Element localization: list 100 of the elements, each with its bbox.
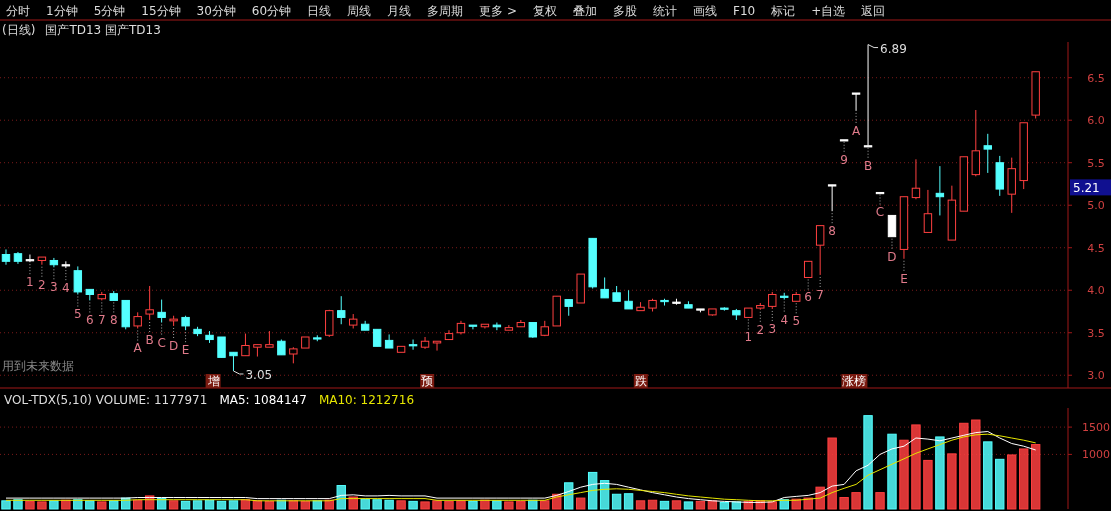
bar bbox=[192, 500, 203, 510]
text: 分时 bbox=[6, 4, 30, 18]
text: D bbox=[887, 249, 897, 264]
text: 9 bbox=[840, 152, 848, 167]
chart-title: VOL-TDX(5,10) VOLUME: 1177971 bbox=[4, 393, 208, 407]
text: 月线 bbox=[387, 4, 412, 18]
annotation: 6.89 bbox=[880, 41, 907, 56]
bar bbox=[1, 500, 11, 510]
bar bbox=[659, 500, 670, 510]
y-tick-label: 6.0 bbox=[1087, 114, 1105, 128]
bar bbox=[288, 500, 299, 510]
text: 2 bbox=[756, 322, 765, 337]
chart-title: (日线) bbox=[2, 23, 36, 37]
bar bbox=[204, 499, 215, 510]
bar bbox=[97, 501, 107, 510]
text: 6 bbox=[85, 313, 94, 328]
bar bbox=[671, 500, 682, 510]
bar bbox=[923, 459, 933, 510]
bar bbox=[983, 441, 993, 510]
bar bbox=[887, 433, 897, 510]
text: C bbox=[157, 335, 166, 350]
text: 3 bbox=[50, 280, 58, 295]
bar bbox=[180, 500, 191, 510]
annotation: 预 bbox=[421, 374, 434, 388]
bar bbox=[168, 500, 179, 510]
bar bbox=[719, 501, 730, 510]
y-tick-label: 5.0 bbox=[1087, 199, 1105, 213]
text: 1 bbox=[744, 330, 753, 345]
text: F10 bbox=[733, 4, 756, 18]
bar bbox=[899, 439, 909, 510]
bar bbox=[635, 500, 646, 510]
bar bbox=[432, 500, 442, 510]
text: MA5: 1084147 bbox=[219, 393, 307, 407]
bar bbox=[252, 500, 263, 510]
bar bbox=[228, 500, 239, 510]
text: 5分钟 bbox=[93, 4, 126, 18]
bar bbox=[25, 500, 35, 510]
bar bbox=[995, 458, 1005, 510]
text: 8 bbox=[828, 224, 836, 239]
bar bbox=[647, 499, 658, 510]
bar bbox=[133, 499, 143, 510]
text: 1分钟 bbox=[46, 4, 78, 18]
text: A bbox=[851, 123, 861, 138]
text: 叠加 bbox=[573, 4, 597, 18]
bar bbox=[1030, 444, 1041, 510]
text: 1 bbox=[26, 275, 34, 290]
bar bbox=[492, 500, 502, 510]
text: 更多 > bbox=[479, 4, 517, 18]
bar bbox=[611, 493, 622, 510]
bar bbox=[13, 499, 23, 510]
bar bbox=[504, 501, 514, 510]
bar bbox=[372, 499, 382, 510]
y-tick-label: 3.5 bbox=[1087, 326, 1105, 340]
bar bbox=[216, 500, 227, 510]
bar bbox=[875, 492, 885, 510]
annotation: 涨榜 bbox=[842, 374, 867, 388]
bar bbox=[623, 493, 634, 510]
text: 5.21 bbox=[1073, 181, 1100, 196]
bar bbox=[109, 500, 119, 510]
y-tick-label: 1000 bbox=[1082, 448, 1110, 462]
text: 多股 bbox=[613, 4, 637, 18]
bar bbox=[779, 499, 789, 510]
text: +自选 bbox=[811, 4, 846, 18]
text: 7 bbox=[816, 287, 824, 302]
annotation: 用到未来数据 bbox=[2, 359, 74, 373]
text: 周线 bbox=[347, 4, 372, 18]
text: D bbox=[168, 338, 179, 353]
bar bbox=[911, 424, 921, 510]
bar bbox=[73, 499, 83, 510]
bar bbox=[396, 500, 406, 510]
text: 多周期 bbox=[427, 4, 464, 18]
bar bbox=[408, 500, 418, 510]
text: B bbox=[145, 332, 154, 347]
bar bbox=[971, 419, 981, 510]
bar bbox=[384, 499, 394, 510]
bar bbox=[85, 500, 95, 510]
bar bbox=[1007, 454, 1017, 510]
bar bbox=[456, 500, 466, 510]
annotation: 增 bbox=[206, 374, 220, 388]
bar bbox=[851, 492, 861, 510]
bar bbox=[839, 497, 849, 510]
text: 30分钟 bbox=[196, 4, 236, 18]
bar bbox=[947, 453, 957, 510]
text: MA10: 1212716 bbox=[318, 393, 415, 407]
bar bbox=[264, 500, 275, 510]
text: 日线 bbox=[307, 4, 332, 18]
bar bbox=[540, 500, 550, 510]
y-tick-label: 4.5 bbox=[1087, 241, 1105, 255]
y-tick-label: 4.0 bbox=[1087, 284, 1105, 298]
bar bbox=[312, 500, 322, 510]
bar bbox=[827, 437, 837, 510]
text: E bbox=[181, 343, 190, 358]
text: 5 bbox=[74, 307, 82, 322]
text: 2 bbox=[38, 277, 46, 292]
bar bbox=[156, 498, 167, 510]
bar bbox=[576, 497, 586, 510]
bar bbox=[360, 498, 370, 510]
y-tick-label: 3.0 bbox=[1087, 369, 1105, 383]
text: 8 bbox=[109, 313, 118, 328]
y-tick-label: 5.5 bbox=[1087, 156, 1105, 170]
